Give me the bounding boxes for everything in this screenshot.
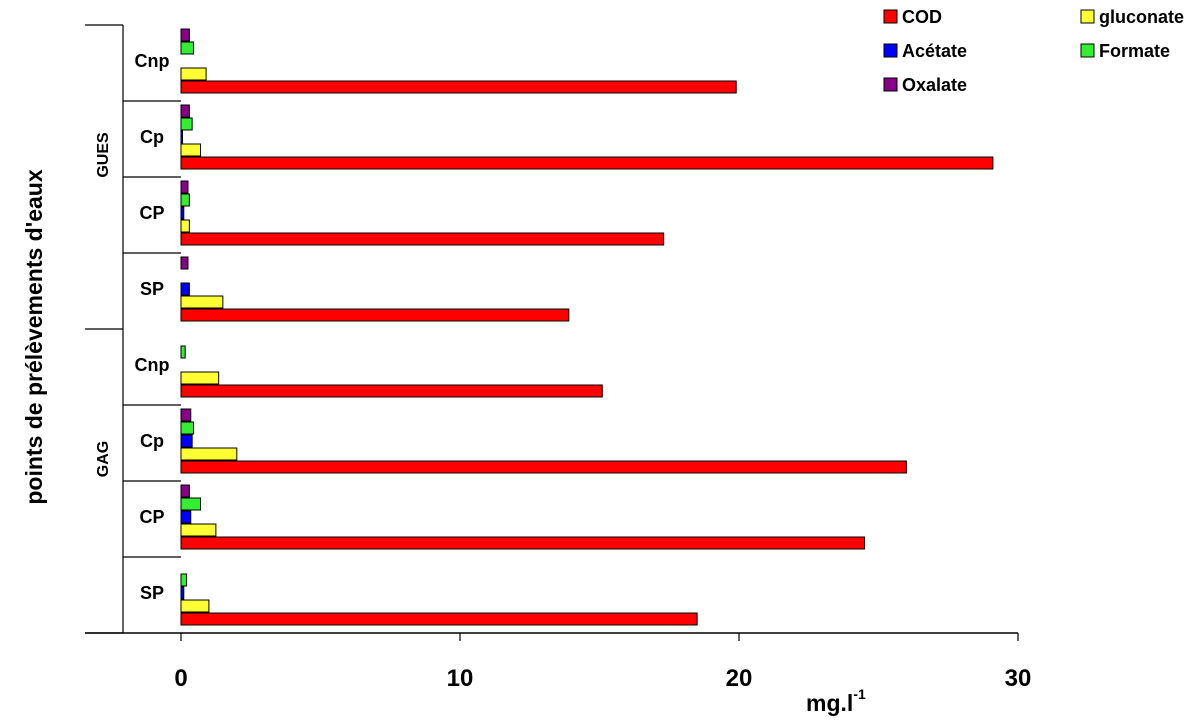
bar-formate-6 — [180, 497, 202, 511]
legend-swatch — [883, 9, 898, 24]
legend-swatch — [1080, 43, 1095, 58]
bar-formate-4 — [180, 345, 186, 359]
bar-actate-7 — [180, 586, 185, 600]
category-label: SP — [140, 279, 164, 299]
bar-actate-6 — [180, 510, 192, 524]
bar-formate-5 — [180, 421, 195, 435]
x-tick-label: 10 — [447, 665, 474, 692]
group-label: GAG — [95, 441, 112, 477]
x-tick-label: 0 — [174, 665, 187, 692]
bars — [180, 28, 994, 626]
bar-gluconate-6 — [180, 523, 217, 537]
bar-cod-1 — [180, 156, 994, 170]
bar-oxalate-5 — [180, 408, 192, 422]
bar-cod-0 — [180, 80, 737, 94]
category-label: Cp — [140, 127, 164, 147]
bar-actate-1 — [180, 130, 183, 144]
legend-swatch — [883, 43, 898, 58]
x-tick-label: 30 — [1005, 665, 1032, 692]
bar-oxalate-3 — [180, 256, 189, 270]
bar-formate-2 — [180, 193, 190, 207]
bar-cod-7 — [180, 612, 698, 626]
legend-swatch — [1080, 9, 1095, 24]
legend-label: COD — [902, 7, 942, 27]
legend-label: gluconate — [1099, 7, 1184, 27]
bar-formate-1 — [180, 117, 193, 131]
bar-formate-0 — [180, 41, 195, 55]
legend-label: Formate — [1099, 41, 1170, 61]
bar-formate-7 — [180, 573, 188, 587]
group-labels: GUES GAG — [95, 132, 112, 477]
bar-cod-5 — [180, 460, 907, 474]
legend-label: Oxalate — [902, 75, 967, 95]
category-label: Cnp — [135, 355, 170, 375]
category-label: CP — [139, 203, 164, 223]
x-tick-label: 20 — [726, 665, 753, 692]
bar-actate-5 — [180, 434, 193, 448]
bar-gluconate-7 — [180, 599, 210, 613]
x-ticks: 0 10 20 30 — [174, 633, 1031, 692]
category-label: Cp — [140, 431, 164, 451]
bar-gluconate-1 — [180, 143, 202, 157]
axes — [85, 24, 1018, 634]
bar-cod-2 — [180, 232, 665, 246]
category-label: SP — [140, 583, 164, 603]
bar-cod-6 — [180, 536, 866, 550]
x-axis-title-superscript: -1 — [853, 686, 866, 702]
bar-cod-4 — [180, 384, 603, 398]
x-axis-title-main: mg.l — [806, 690, 853, 716]
category-label: Cnp — [135, 51, 170, 71]
bar-oxalate-6 — [180, 484, 190, 498]
bar-actate-3 — [180, 282, 190, 296]
bar-oxalate-0 — [180, 28, 190, 42]
bar-gluconate-3 — [180, 295, 224, 309]
group-label: GUES — [95, 132, 112, 178]
bar-gluconate-2 — [180, 219, 190, 233]
bar-gluconate-4 — [180, 371, 220, 385]
legend: COD gluconate Acétate Formate Oxalate — [883, 7, 1184, 95]
category-labels: Cnp Cp CP SP Cnp Cp CP SP — [135, 51, 170, 603]
bar-actate-2 — [180, 206, 185, 220]
bar-gluconate-0 — [180, 67, 207, 81]
bar-oxalate-1 — [180, 104, 190, 118]
bar-oxalate-2 — [180, 180, 189, 194]
bar-gluconate-5 — [180, 447, 238, 461]
x-axis-title: mg.l-1 — [806, 686, 866, 716]
category-separators — [123, 100, 181, 558]
legend-label: Acétate — [902, 41, 967, 61]
bar-cod-3 — [180, 308, 570, 322]
category-label: CP — [139, 507, 164, 527]
legend-swatch — [883, 77, 898, 92]
y-axis-title: points de prélèvements d'eaux — [21, 169, 47, 504]
